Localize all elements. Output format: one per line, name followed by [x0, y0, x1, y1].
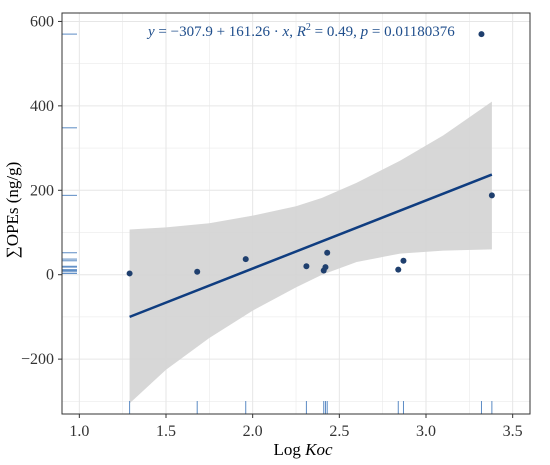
- confidence-band: [129, 101, 492, 404]
- annotation-p: p: [360, 24, 369, 40]
- annotation-sep: ,: [289, 24, 297, 40]
- x-tick-label: 1.5: [156, 423, 176, 440]
- x-axis-title-main: Log: [273, 440, 305, 459]
- y-tick-label: −200: [21, 351, 54, 368]
- annotation-r: R: [296, 24, 306, 40]
- x-tick-label: 2.5: [329, 423, 349, 440]
- y-tick-label: 600: [30, 13, 54, 30]
- annotation-eq-y: y: [146, 24, 155, 40]
- y-axis-ticks: −200 0 200 400 600: [21, 13, 62, 368]
- data-point: [322, 264, 329, 271]
- confidence-band-area: [129, 101, 492, 404]
- data-point: [126, 270, 133, 277]
- x-axis-title-sub: Koc: [304, 440, 333, 459]
- y-tick-label: 0: [46, 267, 54, 284]
- annotation-eq-body: = −307.9 + 161.26 ·: [155, 24, 283, 40]
- data-point: [478, 31, 485, 38]
- x-tick-label: 3.0: [416, 423, 436, 440]
- x-tick-label: 2.0: [243, 423, 263, 440]
- x-tick-label: 3.5: [503, 423, 523, 440]
- data-point: [395, 266, 402, 273]
- annotation-p-value: = 0.01180376: [368, 24, 455, 40]
- data-point: [324, 249, 331, 256]
- fit-line: [129, 173, 493, 319]
- data-point: [488, 192, 495, 199]
- y-axis-title: ∑OPEs (ng/g): [3, 162, 22, 259]
- x-tick-label: 1.0: [69, 423, 89, 440]
- y-tick-label: 400: [30, 98, 54, 115]
- regression-line: [129, 173, 493, 319]
- data-point: [400, 257, 407, 264]
- x-axis-ticks: 1.0 1.5 2.0 2.5 3.0 3.5: [69, 414, 523, 440]
- data-point: [194, 268, 201, 275]
- data-point: [242, 256, 249, 263]
- annotation-r2-value: = 0.49,: [311, 24, 361, 40]
- data-point: [303, 263, 310, 270]
- data-points: [126, 31, 495, 277]
- plot-frame: [61, 12, 531, 415]
- annotation-eq-x: x: [282, 24, 290, 40]
- annotation-r-exp: 2: [306, 22, 311, 33]
- x-axis-title: Log Koc: [273, 440, 332, 459]
- rug-marks: [62, 33, 493, 414]
- y-tick-label: 200: [30, 182, 54, 199]
- annotation: y = −307.9 + 161.26 · x, R2 = 0.49, p = …: [146, 22, 455, 40]
